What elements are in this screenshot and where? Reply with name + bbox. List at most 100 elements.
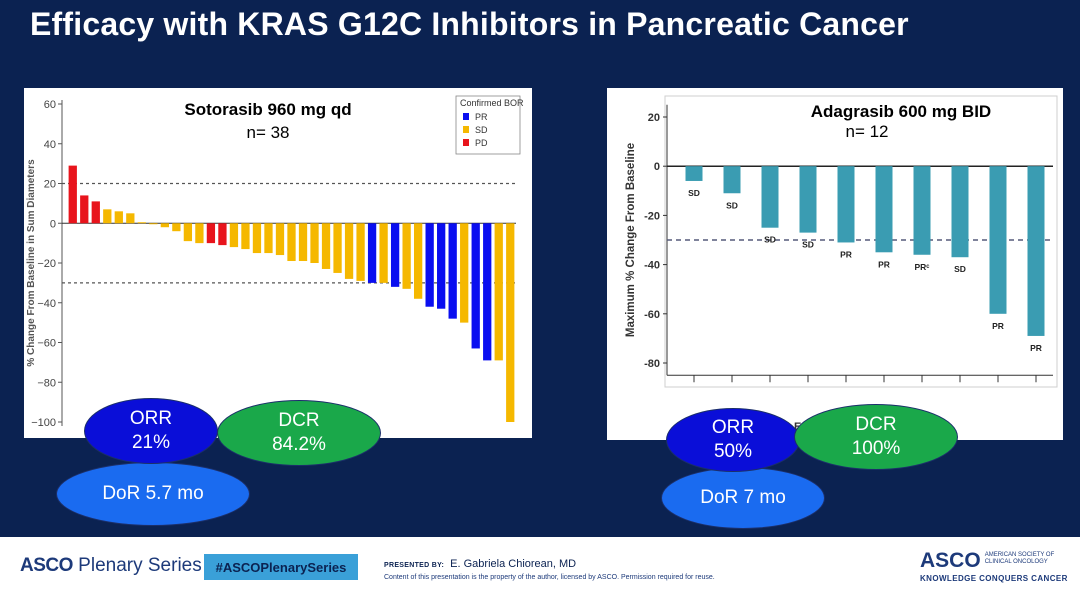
waterfall-bar xyxy=(390,223,400,287)
sotorasib-dcr-label: DCR xyxy=(278,410,320,431)
bar-label: SD xyxy=(954,264,966,274)
waterfall-bar xyxy=(483,223,492,361)
waterfall-bar xyxy=(149,223,158,225)
waterfall-bar xyxy=(875,166,893,253)
sotorasib-orr-value: 21% xyxy=(131,432,171,453)
y-tick-label: 60 xyxy=(44,99,56,111)
presenter-name: E. Gabriela Chiorean, MD xyxy=(450,558,577,570)
waterfall-bar xyxy=(195,223,204,244)
footer: ASCO Plenary Series #ASCOPlenarySeries P… xyxy=(0,537,1080,593)
waterfall-bar xyxy=(471,223,480,349)
waterfall-bar xyxy=(183,223,193,242)
asco-logo-line2: CLINICAL ONCOLOGY xyxy=(984,559,1048,565)
y-tick-label: 40 xyxy=(44,139,56,151)
slide-background: Efficacy with KRAS G12C Inhibitors in Pa… xyxy=(0,0,1080,537)
waterfall-bar xyxy=(460,223,469,323)
waterfall-bar xyxy=(68,165,77,224)
waterfall-bar xyxy=(506,223,515,422)
waterfall-bar xyxy=(761,166,779,228)
adagrasib-waterfall-chart: 20 0 -20 -40 -60 -80 Maximum % Change From Bas… xyxy=(625,95,1058,433)
series-rest: Plenary Series xyxy=(72,555,202,576)
y-tick-label: −80 xyxy=(37,377,56,389)
waterfall-bar xyxy=(287,223,296,262)
waterfall-bar xyxy=(837,166,855,243)
asco-plenary-series-logo: ASCO Plenary Series xyxy=(20,555,202,577)
waterfall-bar xyxy=(448,223,457,319)
waterfall-bar xyxy=(103,209,112,224)
y-axis-label: Maximum % Change From Baseline xyxy=(625,143,637,337)
waterfall-bar xyxy=(989,166,1007,314)
adagrasib-orr-label: ORR xyxy=(711,417,755,438)
sotorasib-chart-panel: 60 40 20 0 −20 −40 −60 −80 −100 % Change From Bas… xyxy=(24,88,532,438)
legend-swatch xyxy=(463,139,469,146)
waterfall-bar xyxy=(172,223,181,232)
adagrasib-orr-bubble: ORR 50% xyxy=(666,408,800,472)
waterfall-bar xyxy=(137,222,146,224)
waterfall-bar xyxy=(437,223,446,309)
y-tick-label: −20 xyxy=(37,258,56,270)
presented-by-label: PRESENTED BY: xyxy=(384,562,445,569)
waterfall-bar xyxy=(275,223,285,256)
waterfall-bar xyxy=(91,201,100,224)
asco-logo: ASCO AMERICAN SOCIETY OF CLINICAL ONCOLOGY xyxy=(920,549,1054,573)
asco-logo-society: AMERICAN SOCIETY OF CLINICAL ONCOLOGY xyxy=(985,552,1055,566)
waterfall-bar xyxy=(160,223,170,228)
bar-label: SD xyxy=(764,235,776,245)
waterfall-bar xyxy=(913,166,931,255)
presented-by: PRESENTED BY: E. Gabriela Chiorean, MD xyxy=(384,558,576,570)
asco-logo-line1: AMERICAN SOCIETY OF xyxy=(984,552,1055,558)
waterfall-bar xyxy=(494,223,503,361)
y-tick-label: -80 xyxy=(644,358,660,370)
bar-label: PR xyxy=(878,259,890,269)
y-tick-label: -60 xyxy=(644,309,660,321)
waterfall-bar xyxy=(252,223,262,254)
bar-label: PR xyxy=(840,249,852,259)
adagrasib-dcr-bubble: DCR 100% xyxy=(794,404,958,470)
bar-label: PRᶜ xyxy=(914,262,930,272)
bar-label: PR xyxy=(992,321,1004,331)
waterfall-bar xyxy=(321,223,331,269)
sotorasib-dcr-bubble: DCR 84.2% xyxy=(217,400,381,466)
hashtag-badge: #ASCOPlenarySeries xyxy=(204,554,358,580)
waterfall-bar xyxy=(206,223,216,244)
y-tick-label: −40 xyxy=(37,298,56,310)
waterfall-bar xyxy=(264,223,273,254)
waterfall-bar xyxy=(218,223,227,246)
y-tick-label: 20 xyxy=(44,179,56,191)
bar-label: SD xyxy=(726,200,738,210)
waterfall-bar xyxy=(367,223,377,283)
adagrasib-dor-bubble: DoR 7 mo xyxy=(661,467,825,529)
waterfall-bar xyxy=(685,166,703,181)
waterfall-bar xyxy=(356,223,365,281)
y-tick-label: -20 xyxy=(644,210,660,222)
sotorasib-orr-label: ORR xyxy=(129,408,173,429)
waterfall-bar xyxy=(1027,166,1045,336)
sotorasib-waterfall-chart: 60 40 20 0 −20 −40 −60 −80 −100 % Change From Bas… xyxy=(26,95,524,429)
sotorasib-dcr-value: 84.2% xyxy=(272,434,326,455)
adagrasib-chart-panel: 20 0 -20 -40 -60 -80 Maximum % Change From Bas… xyxy=(607,88,1063,440)
legend-label: SD xyxy=(475,125,488,135)
legend-label: PR xyxy=(475,112,488,122)
waterfall-bar xyxy=(723,166,741,194)
y-tick-label: 0 xyxy=(654,161,660,173)
sotorasib-orr-bubble: ORR 21% xyxy=(84,398,218,464)
adagrasib-dor-text: DoR 7 mo xyxy=(700,487,786,508)
asco-logo-text: ASCO xyxy=(920,549,981,572)
waterfall-bar xyxy=(333,223,342,273)
waterfall-bar xyxy=(951,166,969,258)
waterfall-bar xyxy=(126,213,135,224)
bar-label: SD xyxy=(802,240,814,250)
waterfall-bar xyxy=(799,166,817,233)
y-axis-label: % Change From Baseline in Sum Diameters xyxy=(26,159,37,367)
chart-subtitle: n= 12 xyxy=(845,122,888,141)
waterfall-bar xyxy=(114,211,123,224)
sotorasib-dor-bubble: DoR 5.7 mo xyxy=(56,462,250,526)
sotorasib-dor-text: DoR 5.7 mo xyxy=(102,483,204,504)
slide-title: Efficacy with KRAS G12C Inhibitors in Pa… xyxy=(30,6,909,42)
waterfall-bar xyxy=(425,223,434,307)
chart-title: Sotorasib 960 mg qd xyxy=(184,100,351,119)
y-tick-label: −60 xyxy=(37,338,56,350)
asco-tagline: KNOWLEDGE CONQUERS CANCER xyxy=(920,574,1068,583)
legend-title: Confirmed BOR xyxy=(460,98,524,108)
bar-label: PR xyxy=(1030,343,1042,353)
